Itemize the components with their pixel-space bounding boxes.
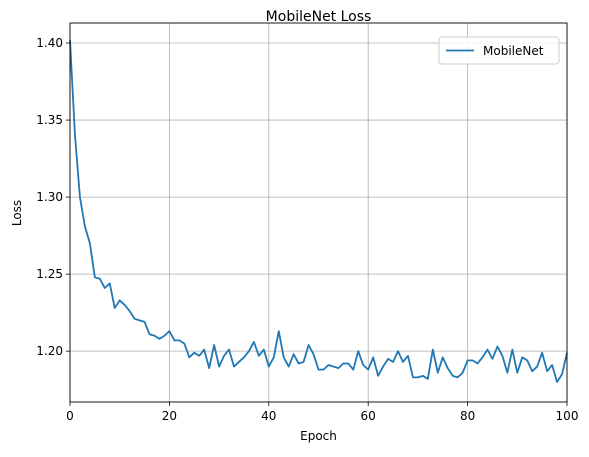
chart-title: MobileNet Loss — [266, 9, 372, 25]
x-tick-label: 20 — [162, 409, 177, 423]
x-tick-label: 100 — [556, 409, 579, 423]
x-axis: 0 20 40 60 80 100 — [66, 402, 578, 423]
series-layer — [69, 39, 568, 383]
legend-box — [438, 36, 560, 65]
legend-label: MobileNet — [483, 44, 544, 58]
legend: MobileNet — [438, 36, 560, 65]
x-tick-label: 40 — [261, 409, 276, 423]
y-tick-label: 1.20 — [36, 344, 63, 358]
x-tick-label: 60 — [361, 409, 376, 423]
y-tick-label: 1.40 — [36, 36, 63, 50]
x-tick-label: 0 — [66, 409, 74, 423]
x-axis-label: Epoch — [300, 429, 337, 443]
y-tick-label: 1.30 — [36, 190, 63, 204]
x-tick-label: 80 — [460, 409, 475, 423]
plot-frame — [69, 22, 568, 403]
y-tick-label: 1.25 — [36, 267, 63, 281]
y-tick-label: 1.35 — [36, 113, 63, 127]
y-axis: 1.20 1.25 1.30 1.35 1.40 — [36, 36, 70, 358]
series-line-mobilenet — [69, 39, 568, 383]
y-axis-label: Loss — [10, 200, 24, 226]
